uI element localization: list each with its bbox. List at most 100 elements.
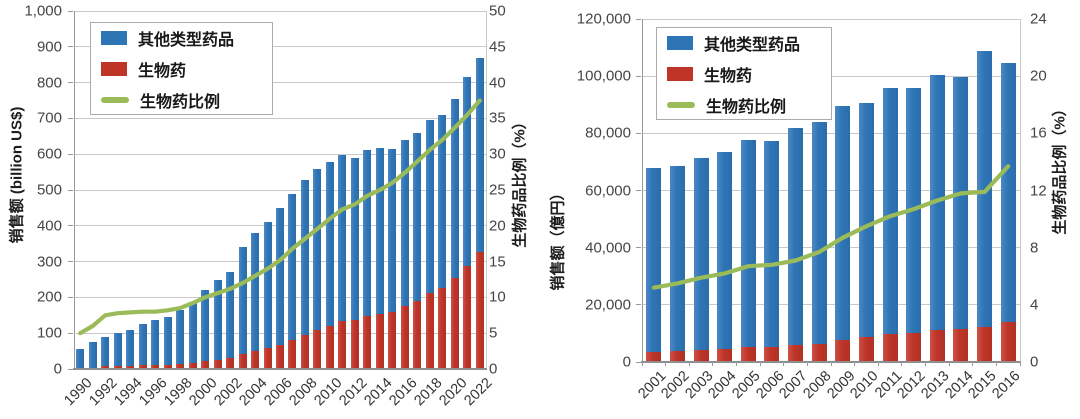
legend-swatch-other bbox=[667, 35, 693, 50]
bar-other-segment bbox=[276, 207, 284, 345]
bar-other-segment bbox=[882, 87, 898, 334]
legend-item-other: 其他类型药品 bbox=[101, 26, 262, 50]
x-axis-minor-tick bbox=[783, 362, 785, 366]
x-axis-tick-label: 2016 bbox=[989, 368, 1024, 403]
bar-bio-segment bbox=[413, 300, 422, 369]
x-axis-minor-tick bbox=[830, 362, 832, 366]
legend-label-other: 其他类型药品 bbox=[704, 36, 801, 54]
y-axis-tick-label: 100,000 bbox=[576, 67, 631, 85]
bar-bio-segment bbox=[325, 325, 334, 369]
bar-other-segment bbox=[388, 148, 397, 312]
bar-other-segment bbox=[88, 342, 97, 368]
bar-bio-segment bbox=[669, 351, 685, 362]
y-axis-tick bbox=[68, 46, 73, 48]
bar-bio-segment bbox=[288, 339, 297, 369]
bar-other-segment bbox=[300, 179, 309, 335]
bar-bio-segment bbox=[163, 364, 172, 369]
x-axis-minor-tick bbox=[948, 362, 950, 366]
bar-other-segment bbox=[764, 141, 780, 348]
x-axis-minor-tick bbox=[641, 362, 643, 366]
bar-other-segment bbox=[226, 271, 235, 359]
bar-other-segment bbox=[101, 337, 110, 367]
y-axis-line bbox=[641, 19, 643, 363]
secondary-y-axis-tick-label: 45 bbox=[489, 38, 506, 56]
y-axis-tick bbox=[636, 361, 641, 363]
gridline bbox=[642, 304, 1020, 306]
bar-other-segment bbox=[251, 232, 260, 352]
bar-bio-segment bbox=[350, 320, 359, 369]
bar-bio-segment bbox=[693, 349, 709, 362]
y-axis-tick bbox=[636, 247, 641, 249]
bar-other-segment bbox=[350, 157, 359, 321]
secondary-y-axis-tick-label: 24 bbox=[1030, 10, 1047, 28]
bar-bio-segment bbox=[388, 311, 397, 369]
bar-bio-segment bbox=[151, 365, 160, 369]
secondary-y-axis-tick-label: 8 bbox=[1030, 239, 1039, 257]
secondary-y-axis-tick-label: 10 bbox=[489, 288, 506, 306]
bar-other-segment bbox=[176, 309, 185, 364]
bar-bio-segment bbox=[475, 252, 484, 369]
legend-item-ratio: 生物药比例 bbox=[101, 88, 262, 112]
bar-bio-segment bbox=[425, 292, 434, 369]
bar-bio-segment bbox=[263, 348, 272, 369]
bar-other-segment bbox=[413, 133, 422, 301]
bar-bio-segment bbox=[929, 329, 945, 362]
ratio-line-layer bbox=[78, 98, 482, 336]
y-axis-tick-label: 60,000 bbox=[585, 182, 631, 199]
legend-item-bio: 生物药 bbox=[667, 62, 821, 86]
bar-bio-segment bbox=[338, 321, 347, 369]
y-axis-tick-label: 40,000 bbox=[585, 239, 631, 257]
secondary-y-axis-tick-label: 35 bbox=[489, 109, 506, 127]
bar-other-segment bbox=[977, 51, 993, 327]
bar-other-segment bbox=[288, 193, 297, 340]
bar-other-segment bbox=[425, 120, 434, 293]
bar-bio-segment bbox=[882, 333, 898, 362]
y-axis-tick-label: 600 bbox=[36, 145, 62, 163]
bar-bio-segment bbox=[740, 347, 756, 362]
bar-bio-segment bbox=[363, 316, 372, 369]
y-axis-tick-label: 120,000 bbox=[576, 10, 631, 28]
y-axis-tick bbox=[68, 117, 73, 119]
x-axis-minor-tick bbox=[1019, 362, 1021, 366]
bar-bio-segment bbox=[101, 366, 110, 369]
secondary-y-axis-tick-label: 0 bbox=[489, 360, 498, 378]
y-axis-tick-label: 700 bbox=[36, 109, 62, 127]
secondary-y-axis-tick-label: 0 bbox=[1030, 353, 1039, 371]
y-axis-tick bbox=[636, 132, 641, 134]
x-axis-minor-tick bbox=[854, 362, 856, 366]
bar-bio-segment bbox=[138, 365, 147, 369]
bar-other-segment bbox=[151, 320, 160, 366]
x-axis-minor-tick bbox=[972, 362, 974, 366]
x-axis-minor-tick bbox=[759, 362, 761, 366]
bar-other-segment bbox=[138, 323, 147, 366]
bar-other-segment bbox=[213, 280, 222, 360]
x-axis-minor-tick bbox=[688, 362, 690, 366]
bar-bio-segment bbox=[717, 348, 733, 362]
y-axis-tick bbox=[68, 368, 73, 370]
y-axis-tick bbox=[68, 225, 73, 227]
y-axis-tick-label: 400 bbox=[36, 217, 62, 235]
bar-bio-segment bbox=[764, 347, 780, 362]
bar-other-segment bbox=[313, 168, 322, 330]
gridline bbox=[74, 82, 486, 84]
bar-other-segment bbox=[835, 105, 851, 340]
ratio-line bbox=[651, 164, 1011, 290]
gridline bbox=[642, 190, 1020, 191]
gridline bbox=[74, 46, 486, 48]
bar-bio-segment bbox=[953, 328, 969, 362]
bar-bio-segment bbox=[788, 345, 804, 362]
us-legend: 其他类型药品 生物药 生物药比例 bbox=[90, 22, 273, 115]
y-axis-tick-label: 800 bbox=[36, 74, 62, 92]
secondary-y-axis-tick-label: 5 bbox=[489, 324, 498, 342]
gridline bbox=[642, 18, 1020, 20]
y-axis-tick bbox=[636, 190, 641, 191]
gridline bbox=[74, 153, 486, 155]
bar-other-segment bbox=[693, 158, 709, 350]
bar-other-segment bbox=[126, 330, 135, 366]
bar-other-segment bbox=[475, 57, 484, 253]
y-axis-tick bbox=[68, 261, 73, 263]
bar-other-segment bbox=[188, 301, 197, 363]
secondary-y-axis-tick-label: 40 bbox=[489, 74, 506, 92]
plot-right-border bbox=[486, 11, 487, 369]
